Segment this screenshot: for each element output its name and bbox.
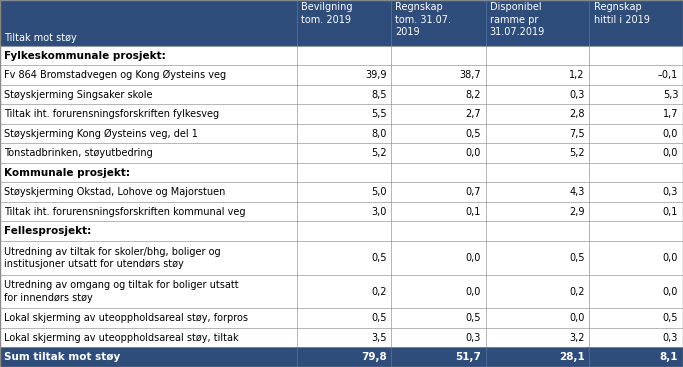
Bar xyxy=(0,104,683,124)
Text: 8,5: 8,5 xyxy=(371,90,387,99)
Bar xyxy=(0,124,683,143)
Bar xyxy=(0,328,683,348)
Text: 0,1: 0,1 xyxy=(465,207,481,217)
Text: 28,1: 28,1 xyxy=(559,352,585,362)
Bar xyxy=(0,221,683,241)
Text: 0,0: 0,0 xyxy=(663,128,678,139)
Bar xyxy=(0,163,683,182)
Text: 0,5: 0,5 xyxy=(371,253,387,263)
Text: 0,0: 0,0 xyxy=(465,253,481,263)
Bar xyxy=(0,85,683,104)
Bar xyxy=(0,65,683,85)
Text: 8,1: 8,1 xyxy=(660,352,678,362)
Text: 7,5: 7,5 xyxy=(569,128,585,139)
Text: 0,0: 0,0 xyxy=(663,253,678,263)
Text: –0,1: –0,1 xyxy=(658,70,678,80)
Text: 3,2: 3,2 xyxy=(569,333,585,343)
Text: 0,5: 0,5 xyxy=(465,128,481,139)
Text: Fv 864 Bromstadvegen og Kong Øysteins veg: Fv 864 Bromstadvegen og Kong Øysteins ve… xyxy=(4,70,226,80)
Text: 5,2: 5,2 xyxy=(569,148,585,158)
Text: Sum tiltak mot støy: Sum tiltak mot støy xyxy=(4,352,120,362)
Bar xyxy=(0,348,683,367)
Bar xyxy=(0,241,683,275)
Text: 0,3: 0,3 xyxy=(465,333,481,343)
Text: 5,3: 5,3 xyxy=(663,90,678,99)
Bar xyxy=(0,202,683,221)
Text: Disponibel
ramme pr
31.07.2019: Disponibel ramme pr 31.07.2019 xyxy=(490,2,545,37)
Text: Tiltak iht. forurensningsforskriften kommunal veg: Tiltak iht. forurensningsforskriften kom… xyxy=(4,207,246,217)
Text: 0,2: 0,2 xyxy=(371,287,387,297)
Text: Fellesprosjekt:: Fellesprosjekt: xyxy=(4,226,92,236)
Bar xyxy=(0,143,683,163)
Bar xyxy=(0,308,683,328)
Text: 0,5: 0,5 xyxy=(465,313,481,323)
Text: 4,3: 4,3 xyxy=(569,187,585,197)
Text: Støyskjerming Okstad, Lohove og Majorstuen: Støyskjerming Okstad, Lohove og Majorstu… xyxy=(4,187,225,197)
Text: Fylkeskommunale prosjekt:: Fylkeskommunale prosjekt: xyxy=(4,51,166,61)
Text: Støyskjerming Singsaker skole: Støyskjerming Singsaker skole xyxy=(4,90,152,99)
Text: Regnskap
hittil i 2019: Regnskap hittil i 2019 xyxy=(594,2,650,25)
Text: Utredning av tiltak for skoler/bhg, boliger og
institusjoner utsatt for utendørs: Utredning av tiltak for skoler/bhg, boli… xyxy=(4,247,221,269)
Text: 39,9: 39,9 xyxy=(365,70,387,80)
Text: Lokal skjerming av uteoppholdsareal støy, tiltak: Lokal skjerming av uteoppholdsareal støy… xyxy=(4,333,239,343)
Text: 0,3: 0,3 xyxy=(663,187,678,197)
Text: 3,5: 3,5 xyxy=(371,333,387,343)
Text: Utredning av omgang og tiltak for boliger utsatt
for innendørs støy: Utredning av omgang og tiltak for bolige… xyxy=(4,280,239,303)
Text: 0,0: 0,0 xyxy=(465,287,481,297)
Text: 0,0: 0,0 xyxy=(465,148,481,158)
Text: 0,0: 0,0 xyxy=(663,287,678,297)
Bar xyxy=(0,0,683,46)
Text: 5,0: 5,0 xyxy=(371,187,387,197)
Text: 2,9: 2,9 xyxy=(569,207,585,217)
Text: Tiltak iht. forurensningsforskriften fylkesveg: Tiltak iht. forurensningsforskriften fyl… xyxy=(4,109,219,119)
Text: 0,0: 0,0 xyxy=(663,148,678,158)
Text: 0,5: 0,5 xyxy=(371,313,387,323)
Text: Regnskap
tom. 31.07.
2019: Regnskap tom. 31.07. 2019 xyxy=(395,2,451,37)
Text: 0,3: 0,3 xyxy=(663,333,678,343)
Text: Støyskjerming Kong Øysteins veg, del 1: Støyskjerming Kong Øysteins veg, del 1 xyxy=(4,128,198,139)
Text: 0,5: 0,5 xyxy=(569,253,585,263)
Text: 79,8: 79,8 xyxy=(361,352,387,362)
Text: 2,7: 2,7 xyxy=(465,109,481,119)
Bar xyxy=(0,46,683,65)
Text: 8,2: 8,2 xyxy=(465,90,481,99)
Text: 0,0: 0,0 xyxy=(569,313,585,323)
Text: 0,2: 0,2 xyxy=(569,287,585,297)
Text: 51,7: 51,7 xyxy=(455,352,481,362)
Text: 0,7: 0,7 xyxy=(465,187,481,197)
Text: Kommunale prosjekt:: Kommunale prosjekt: xyxy=(4,168,130,178)
Text: 1,7: 1,7 xyxy=(663,109,678,119)
Text: 5,5: 5,5 xyxy=(371,109,387,119)
Text: Tonstadbrinken, støyutbedring: Tonstadbrinken, støyutbedring xyxy=(4,148,153,158)
Text: Bevilgning
tom. 2019: Bevilgning tom. 2019 xyxy=(301,2,352,25)
Text: 5,2: 5,2 xyxy=(371,148,387,158)
Text: 1,2: 1,2 xyxy=(569,70,585,80)
Bar xyxy=(0,182,683,202)
Text: 38,7: 38,7 xyxy=(459,70,481,80)
Text: Lokal skjerming av uteoppholdsareal støy, forpros: Lokal skjerming av uteoppholdsareal støy… xyxy=(4,313,248,323)
Text: 2,8: 2,8 xyxy=(569,109,585,119)
Bar xyxy=(0,275,683,308)
Text: 0,1: 0,1 xyxy=(663,207,678,217)
Text: 8,0: 8,0 xyxy=(371,128,387,139)
Text: 0,3: 0,3 xyxy=(569,90,585,99)
Text: 0,5: 0,5 xyxy=(663,313,678,323)
Text: 3,0: 3,0 xyxy=(371,207,387,217)
Text: Tiltak mot støy: Tiltak mot støy xyxy=(4,33,77,43)
